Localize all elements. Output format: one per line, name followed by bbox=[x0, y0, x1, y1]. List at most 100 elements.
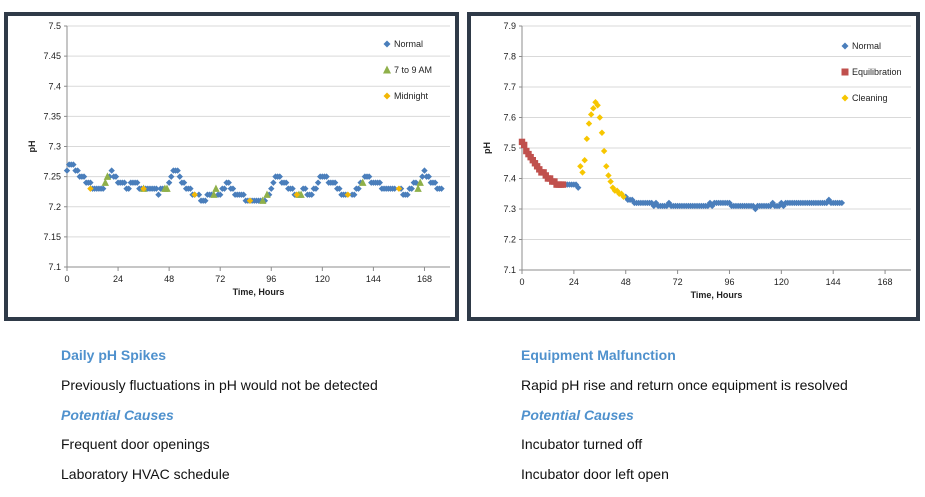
malfunction-x-tick-label: 48 bbox=[621, 277, 631, 287]
daily-point-normal bbox=[308, 191, 315, 198]
daily-point-7-to-9-am bbox=[359, 178, 367, 186]
daily-point-normal bbox=[431, 179, 439, 186]
daily-point-7-to-9-am bbox=[163, 184, 171, 192]
daily-point-normal bbox=[108, 167, 115, 174]
daily-point-normal bbox=[240, 191, 247, 198]
malfunction-x-tick-label: 72 bbox=[673, 277, 683, 287]
daily-point-normal bbox=[176, 173, 183, 180]
malfunction-x-tick-label: 24 bbox=[569, 277, 579, 287]
malfunction-x-tick-label: 120 bbox=[774, 277, 789, 287]
malfunction-point-cleaning bbox=[605, 172, 612, 179]
daily-x-tick-label: 144 bbox=[366, 274, 381, 284]
chart-panel-equipment-malfunction: 7.1 7.2 7.3 7.4 7.5 7.6 7.7 7.8 7.9 0 24 48 72 96 120 1… bbox=[467, 12, 920, 321]
daily-point-normal bbox=[74, 167, 81, 174]
malfunction-point-equilibration bbox=[520, 141, 528, 149]
daily-point-7-to-9-am bbox=[210, 190, 218, 198]
caption-heading-equipment-malfunction: Equipment Malfunction bbox=[521, 347, 676, 363]
malfunction-y-tick-label: 7.7 bbox=[503, 82, 516, 92]
malfunction-legend-label-cleaning: Cleaning bbox=[852, 93, 888, 103]
daily-point-7-to-9-am bbox=[416, 178, 424, 186]
malfunction-legend-label-normal: Normal bbox=[852, 41, 881, 51]
malfunction-y-tick-label: 7.8 bbox=[503, 52, 516, 62]
daily-x-tick-label: 96 bbox=[266, 274, 276, 284]
daily-point-normal bbox=[289, 185, 296, 192]
daily-point-normal bbox=[134, 179, 141, 186]
daily-point-normal bbox=[268, 185, 275, 192]
malfunction-y-tick-label: 7.6 bbox=[503, 113, 516, 123]
malfunction-point-cleaning bbox=[590, 105, 597, 112]
daily-point-7-to-9-am bbox=[212, 184, 220, 192]
daily-point-normal bbox=[323, 173, 330, 180]
daily-point-normal bbox=[276, 173, 283, 180]
daily-point-normal bbox=[99, 185, 107, 192]
daily-point-normal bbox=[180, 179, 188, 186]
daily-y-tick-label: 7.45 bbox=[43, 51, 61, 61]
malfunction-y-tick-label: 7.3 bbox=[503, 204, 516, 214]
daily-point-normal bbox=[217, 191, 224, 198]
daily-point-normal bbox=[112, 173, 120, 180]
daily-point-midnight bbox=[191, 191, 198, 198]
malfunction-x-tick-label: 96 bbox=[724, 277, 734, 287]
malfunction-y-tick-label: 7.5 bbox=[503, 143, 516, 153]
daily-x-tick-label: 0 bbox=[64, 274, 69, 284]
daily-point-midnight bbox=[246, 197, 254, 204]
daily-point-normal bbox=[376, 179, 383, 186]
daily-point-normal bbox=[404, 191, 411, 198]
daily-point-7-to-9-am bbox=[297, 190, 305, 198]
daily-point-normal bbox=[153, 185, 160, 192]
malfunction-y-tick-label: 7.2 bbox=[503, 235, 516, 245]
malfunction-legend-marker-cleaning bbox=[841, 94, 849, 102]
daily-point-7-to-9-am bbox=[259, 196, 267, 204]
malfunction-y-axis-title: pH bbox=[482, 142, 492, 154]
malfunction-point-cleaning bbox=[587, 111, 595, 118]
malfunction-point-normal bbox=[629, 196, 636, 204]
malfunction-point-cleaning bbox=[579, 169, 586, 176]
daily-point-normal bbox=[174, 167, 181, 174]
malfunction-point-equilibration bbox=[559, 181, 567, 188]
daily-point-normal bbox=[225, 179, 232, 186]
malfunction-legend-marker-normal bbox=[841, 42, 849, 50]
ph-chart-equipment-malfunction: 7.1 7.2 7.3 7.4 7.5 7.6 7.7 7.8 7.9 0 24 48 72 96 120 1… bbox=[482, 21, 911, 300]
malfunction-legend-marker-equilibration bbox=[841, 68, 849, 76]
daily-point-normal bbox=[270, 179, 277, 186]
daily-y-tick-label: 7.25 bbox=[43, 172, 61, 182]
daily-legend-marker-7-to-9-am bbox=[383, 65, 391, 74]
daily-point-midnight bbox=[293, 191, 300, 198]
malfunction-point-cleaning bbox=[592, 99, 599, 106]
daily-point-normal bbox=[165, 179, 173, 186]
malfunction-point-cleaning bbox=[577, 163, 584, 170]
caption-cause-door-left-open: Incubator door left open bbox=[521, 466, 669, 482]
daily-point-7-to-9-am bbox=[414, 184, 422, 192]
malfunction-point-cleaning bbox=[585, 120, 593, 127]
daily-point-normal bbox=[425, 173, 432, 180]
caption-description-equipment-malfunction: Rapid pH rise and return once equipment … bbox=[521, 377, 848, 393]
daily-legend-label-normal: Normal bbox=[394, 39, 423, 49]
daily-point-7-to-9-am bbox=[263, 190, 271, 198]
malfunction-point-cleaning bbox=[581, 157, 588, 164]
malfunction-point-cleaning bbox=[600, 147, 608, 155]
daily-point-normal bbox=[314, 179, 322, 186]
daily-point-normal bbox=[187, 185, 194, 192]
caption-description-daily-spikes: Previously fluctuations in pH would not … bbox=[61, 377, 378, 393]
daily-x-tick-label: 48 bbox=[164, 274, 174, 284]
daily-y-tick-label: 7.5 bbox=[48, 21, 61, 31]
daily-point-normal bbox=[419, 173, 426, 180]
daily-x-tick-label: 24 bbox=[113, 274, 123, 284]
daily-point-normal bbox=[121, 179, 128, 186]
daily-y-tick-label: 7.35 bbox=[43, 111, 61, 121]
malfunction-x-tick-label: 144 bbox=[826, 277, 841, 287]
daily-x-tick-label: 120 bbox=[315, 274, 330, 284]
daily-point-7-to-9-am bbox=[103, 172, 112, 180]
malfunction-y-tick-label: 7.9 bbox=[503, 21, 516, 31]
daily-point-normal bbox=[312, 185, 320, 192]
daily-y-tick-label: 7.2 bbox=[48, 202, 61, 212]
daily-point-normal bbox=[221, 185, 228, 192]
malfunction-x-axis-title: Time, Hours bbox=[691, 290, 743, 300]
daily-point-normal bbox=[229, 185, 237, 192]
daily-point-normal bbox=[155, 191, 162, 198]
daily-y-tick-label: 7.4 bbox=[48, 81, 61, 91]
malfunction-y-tick-label: 7.1 bbox=[503, 265, 516, 275]
malfunction-point-normal bbox=[752, 205, 759, 213]
daily-point-normal bbox=[63, 167, 71, 174]
daily-point-midnight bbox=[140, 185, 147, 192]
